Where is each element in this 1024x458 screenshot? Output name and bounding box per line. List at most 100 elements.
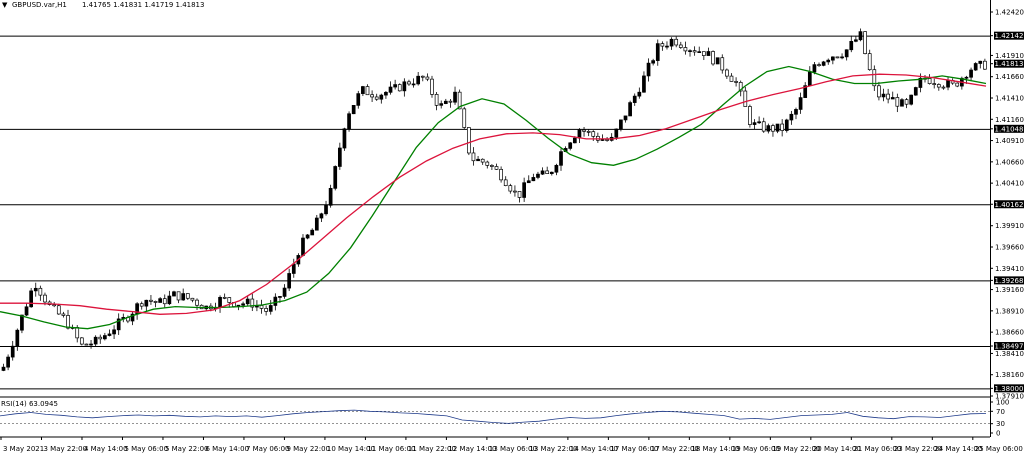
candle-body <box>462 108 467 128</box>
moving-average-line-1 <box>0 73 987 315</box>
candle-body <box>245 298 250 305</box>
candle <box>665 41 669 50</box>
candle <box>282 284 287 299</box>
candle <box>411 78 416 88</box>
candle <box>305 233 310 240</box>
candle-body <box>812 64 817 73</box>
rsi-indicator-label: RSI(14) 63.0945 <box>1 400 58 408</box>
candle-body <box>642 75 646 93</box>
candle <box>715 57 720 65</box>
candle <box>531 173 536 182</box>
candle-body <box>766 125 771 132</box>
time-tick-label: 9 May 22:00 <box>286 445 330 453</box>
candle-body <box>29 290 33 308</box>
candle-body <box>388 86 393 93</box>
candle-body <box>84 343 89 346</box>
candle-body <box>480 158 485 163</box>
price-tick-label: 1.40660 <box>995 158 1024 166</box>
candle <box>522 177 526 202</box>
candle <box>674 36 679 48</box>
candle-body <box>273 296 278 306</box>
candle-body <box>798 97 803 110</box>
price-tick-label: 1.39410 <box>995 265 1024 273</box>
candle <box>711 50 715 66</box>
candle-body <box>365 86 370 96</box>
candle <box>503 176 508 187</box>
candle-body <box>56 305 61 315</box>
price-tick-label: 1.40162 <box>995 201 1024 209</box>
candle <box>379 93 384 104</box>
candle-body <box>554 164 559 173</box>
price-tick-label: 1.40910 <box>995 137 1024 145</box>
candle <box>844 49 849 61</box>
candle <box>835 56 840 59</box>
candle-body <box>729 75 734 82</box>
candle-body <box>10 345 15 358</box>
candle <box>158 297 163 303</box>
candle <box>909 94 914 106</box>
candle-body <box>310 229 315 236</box>
rsi-axis-label: 100 <box>996 399 1009 407</box>
candle-body <box>416 75 421 85</box>
candle <box>485 160 490 169</box>
candle-body <box>103 335 107 340</box>
candle <box>973 62 978 71</box>
price-tick-label: 1.41048 <box>995 125 1024 133</box>
candle <box>678 41 683 49</box>
candle-body <box>20 314 24 331</box>
candle-body <box>678 44 683 48</box>
candle-body <box>559 151 563 166</box>
candle-body <box>93 336 98 345</box>
price-tick-label: 1.38410 <box>995 350 1024 358</box>
price-tick-label: 1.42142 <box>995 32 1024 40</box>
candle-body <box>775 123 780 132</box>
candle <box>867 49 872 71</box>
candle-body <box>964 76 969 79</box>
candle-body <box>867 53 872 71</box>
candle-body <box>356 93 361 106</box>
candle <box>983 58 987 70</box>
candle <box>462 106 467 129</box>
candle <box>830 56 835 65</box>
candle <box>803 82 808 98</box>
candle <box>669 37 674 50</box>
candle <box>439 100 444 109</box>
price-tick-label: 1.39268 <box>995 277 1024 285</box>
candle <box>559 148 563 171</box>
candle <box>420 75 425 82</box>
candle <box>476 156 480 162</box>
candle-body <box>526 180 531 184</box>
candle <box>384 90 388 99</box>
candle-body <box>522 182 526 198</box>
candle <box>153 300 158 308</box>
candle-body <box>434 94 439 106</box>
candle <box>771 123 775 137</box>
candle-body <box>162 298 167 305</box>
candle <box>798 92 803 114</box>
candle <box>185 293 190 300</box>
candle <box>448 98 453 108</box>
candle <box>351 105 356 115</box>
candle <box>692 46 697 56</box>
candle-body <box>172 291 176 297</box>
price-tick-label: 1.38160 <box>995 371 1024 379</box>
candle <box>112 325 116 340</box>
candle-body <box>185 293 190 299</box>
candle <box>480 158 485 165</box>
menu-arrow-icon[interactable]: ▼ <box>2 1 8 9</box>
candle-body <box>692 50 697 53</box>
candle <box>789 110 794 125</box>
candle <box>849 35 854 53</box>
candle <box>144 299 149 313</box>
candle <box>365 84 370 96</box>
time-tick-label: 5 May 22:00 <box>165 445 209 453</box>
candle <box>93 335 98 347</box>
candle-body <box>900 99 904 107</box>
price-label-highlight <box>994 31 1024 40</box>
candle-body <box>351 105 356 115</box>
price-tick-label: 1.37910 <box>995 393 1024 401</box>
candle <box>706 47 711 56</box>
candle <box>941 85 946 90</box>
